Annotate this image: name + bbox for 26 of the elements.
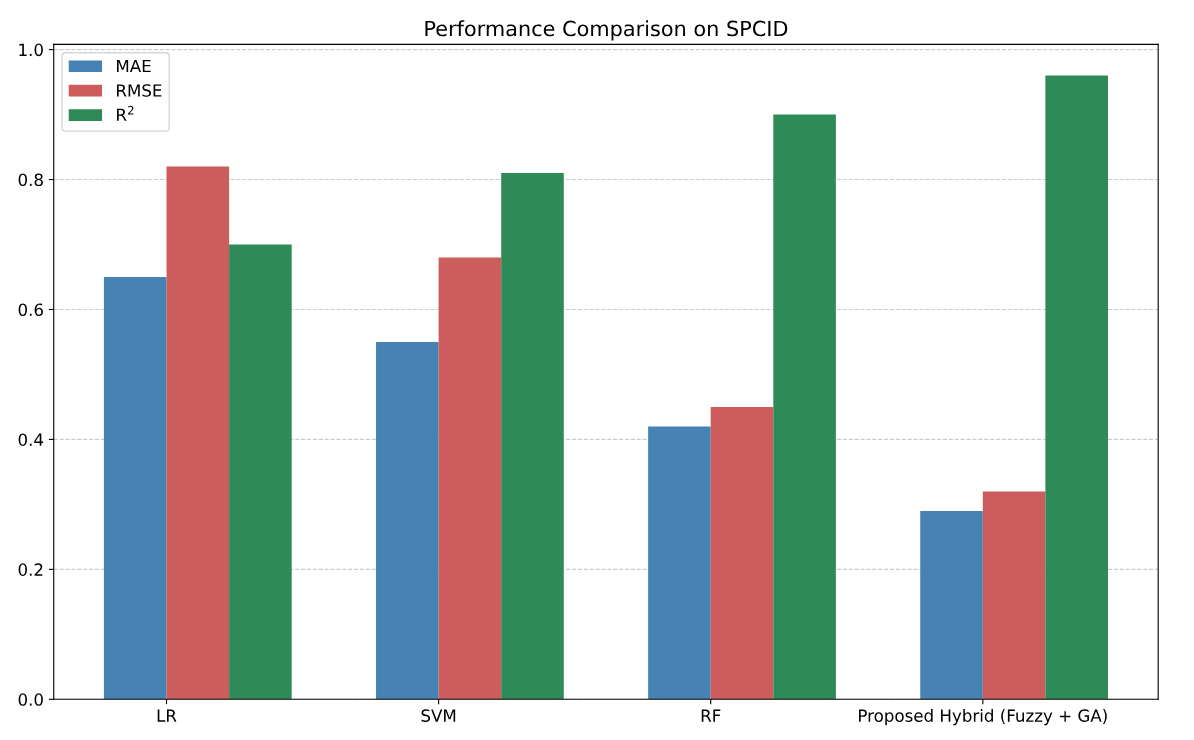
- bar: [710, 406, 774, 700]
- bar: [438, 257, 502, 700]
- bar: [376, 341, 439, 700]
- x-tick-label: RF: [701, 709, 721, 722]
- bar: [773, 114, 836, 700]
- bar: [103, 276, 167, 700]
- bar: [648, 426, 711, 700]
- bar: [920, 510, 983, 700]
- legend-label: RMSE: [117, 84, 162, 97]
- y-tick-label: 0.8: [18, 173, 43, 187]
- y-tick-label: 0.4: [18, 433, 44, 446]
- x-tick-label: SVM: [421, 709, 456, 722]
- bar: [501, 173, 564, 700]
- y-tick-label: 1.0: [19, 43, 43, 57]
- bar: [166, 166, 230, 700]
- legend-label: MAE: [117, 59, 151, 73]
- y-tick-label: 0.2: [18, 563, 43, 576]
- legend-label: R$^{2}$: [117, 105, 134, 121]
- chart-title: Performance Comparison on SPCID: [425, 20, 788, 41]
- x-tick-label: LR: [157, 709, 177, 722]
- y-tick-label: 0.0: [18, 693, 43, 706]
- bar: [982, 491, 1046, 700]
- y-tick-label: 0.6: [18, 303, 43, 317]
- bar: [1045, 75, 1108, 700]
- bar: [229, 244, 292, 700]
- x-tick-label: Proposed Hybrid (Fuzzy + GA): [859, 709, 1107, 726]
